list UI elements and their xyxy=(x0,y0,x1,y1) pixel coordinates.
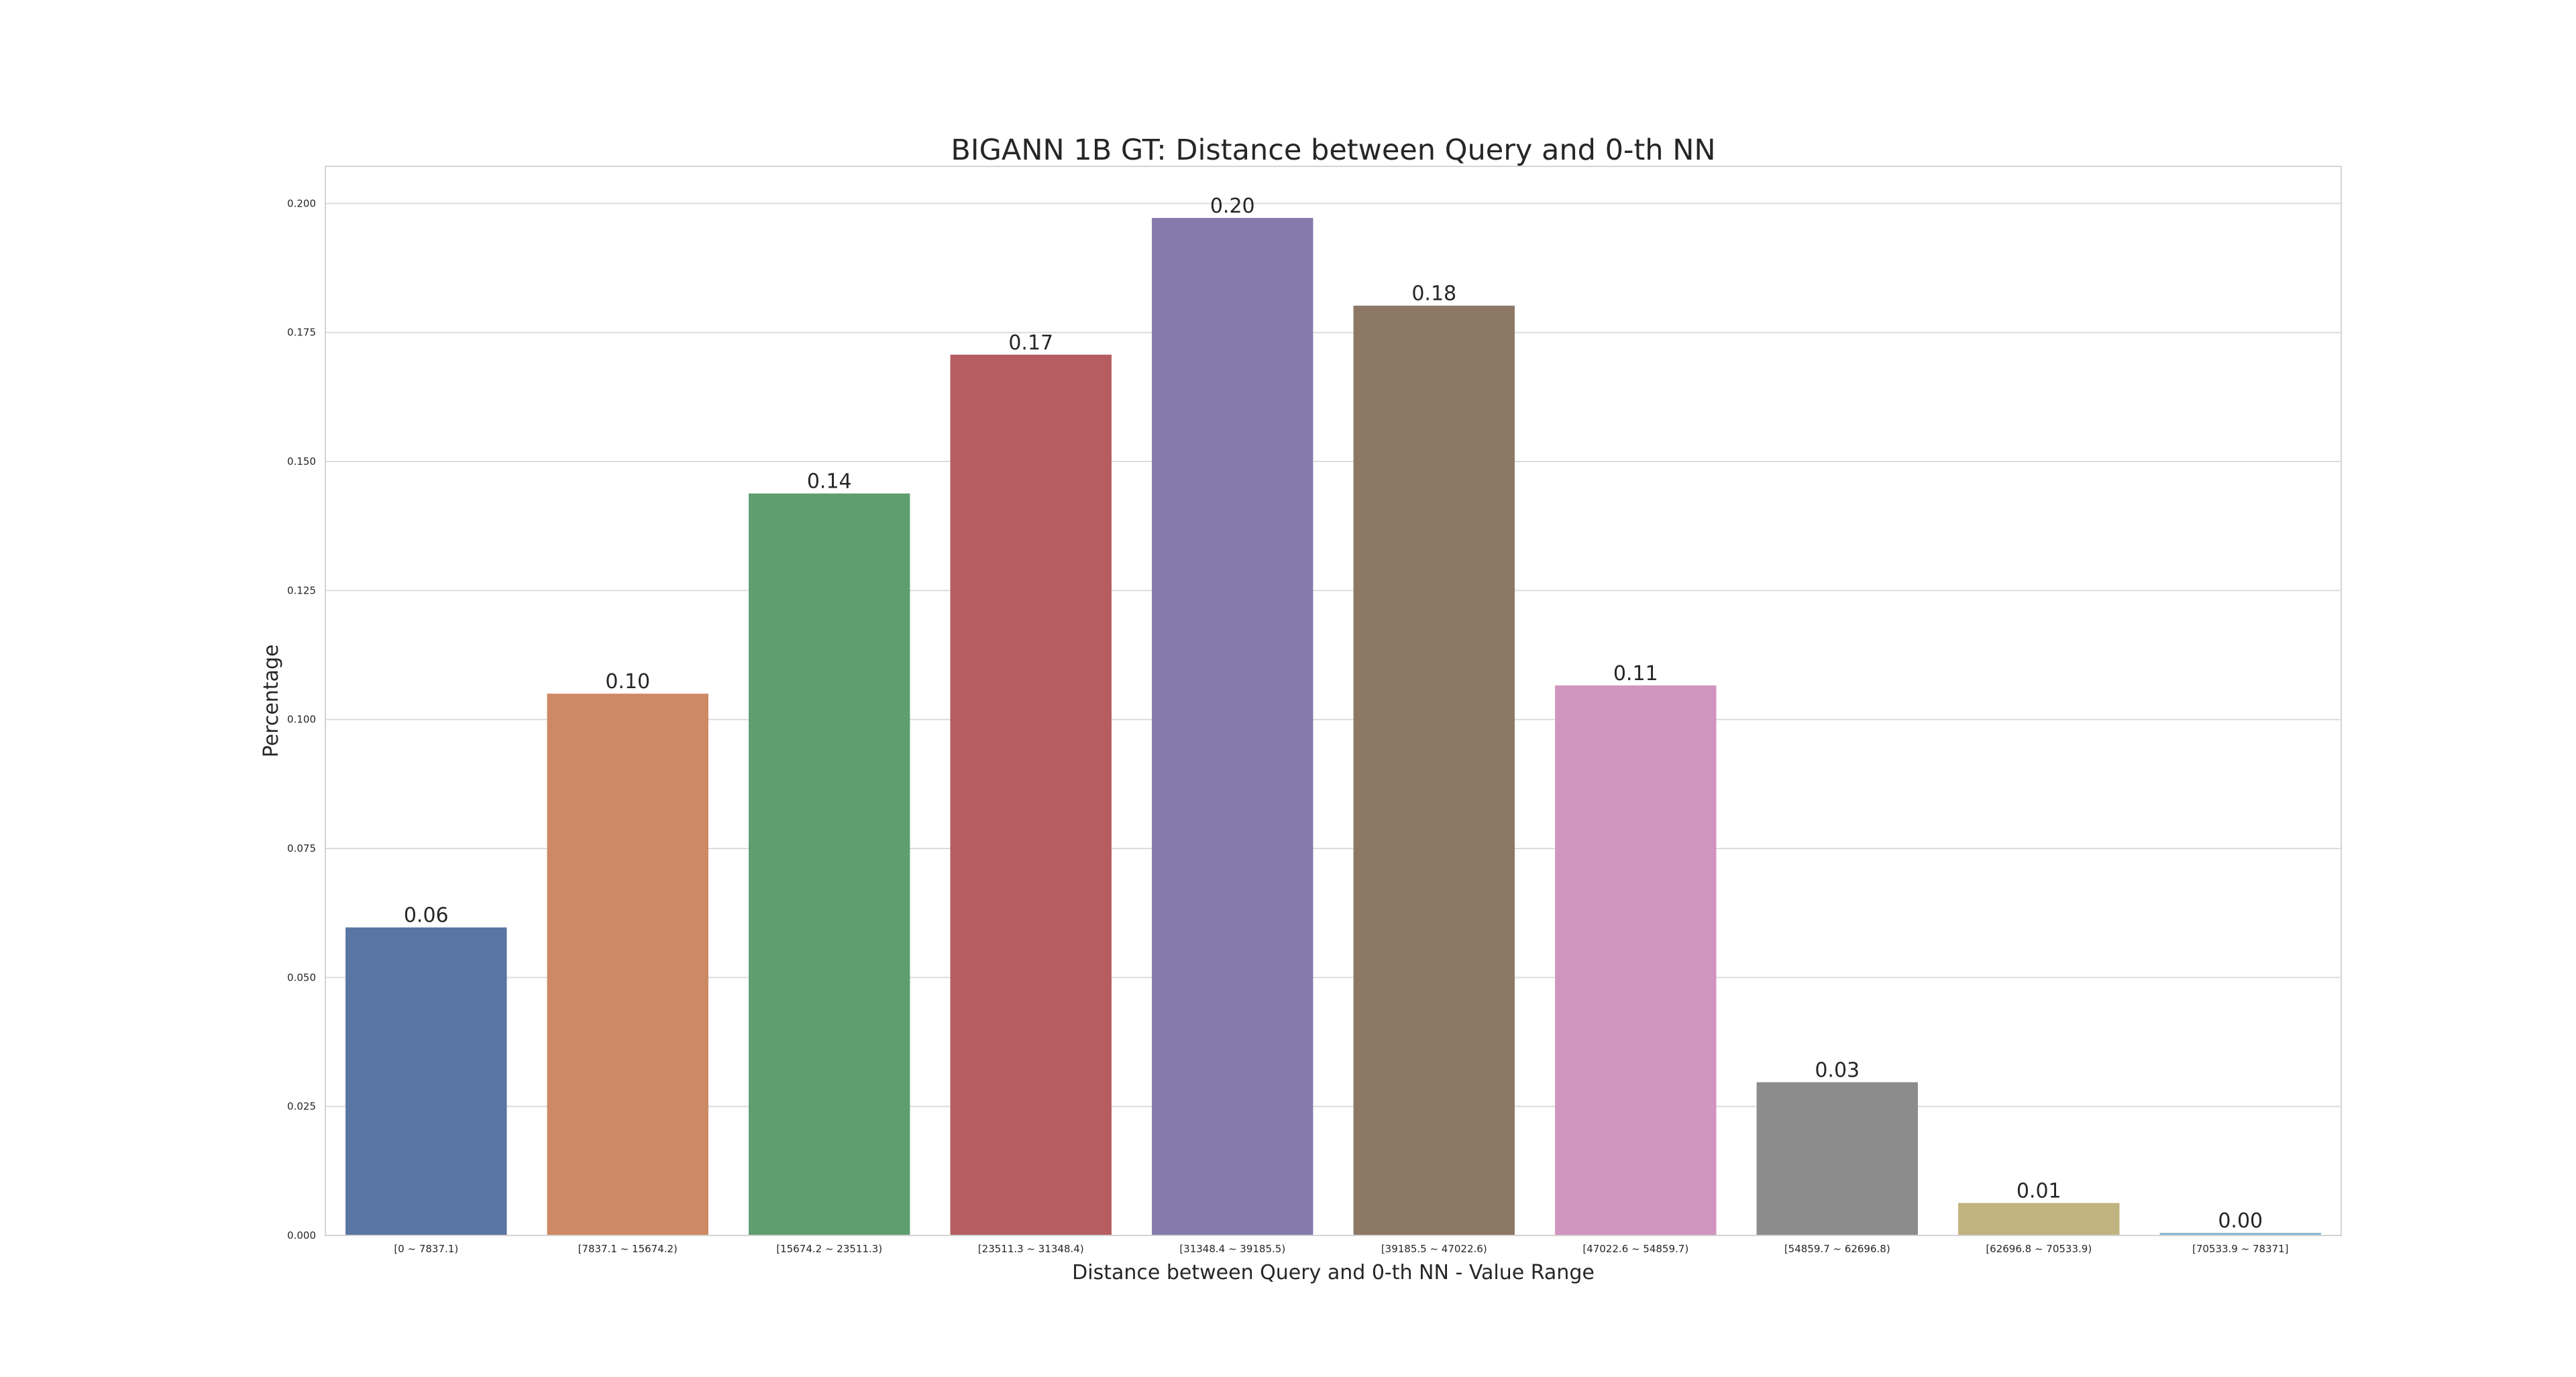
x-tick-label: [47022.6 ~ 54859.7) xyxy=(1582,1243,1688,1255)
bar xyxy=(1555,685,1717,1235)
y-tick-label: 0.150 xyxy=(287,455,316,467)
bar-value-label: 0.20 xyxy=(1210,195,1255,218)
x-tick-labels: [0 ~ 7837.1) [7837.1 ~ 15674.2) [15674.2 ~… xyxy=(394,1243,2288,1255)
y-tick-label: 0.125 xyxy=(287,584,316,596)
bar xyxy=(1152,217,1313,1235)
y-tick-label: 0.200 xyxy=(287,197,316,209)
x-tick-label: [70533.9 ~ 78371] xyxy=(2192,1243,2289,1255)
bar-value-label: 0.06 xyxy=(404,904,449,928)
bar-value-label: 0.00 xyxy=(2218,1209,2263,1233)
bar xyxy=(2159,1233,2321,1235)
x-tick-label: [31348.4 ~ 39185.5) xyxy=(1179,1243,1285,1255)
x-axis-label: Distance between Query and 0-th NN - Val… xyxy=(1072,1261,1595,1284)
value-labels: 0.06 0.10 0.14 0.17 0.20 0.18 0.11 0.03 0.01 0.00 xyxy=(404,195,2263,1233)
bar-value-label: 0.11 xyxy=(1613,662,1658,685)
bars xyxy=(345,217,2321,1235)
x-tick-label: [39185.5 ~ 47022.6) xyxy=(1381,1243,1487,1255)
bar xyxy=(547,694,708,1235)
x-tick-label: [15674.2 ~ 23511.3) xyxy=(776,1243,882,1255)
x-tick-label: [54859.7 ~ 62696.8) xyxy=(1784,1243,1890,1255)
bar xyxy=(1353,305,1515,1235)
y-tick-label: 0.175 xyxy=(287,327,316,339)
bar-value-label: 0.17 xyxy=(1008,331,1053,355)
x-tick-label: [7837.1 ~ 15674.2) xyxy=(578,1243,678,1255)
bar xyxy=(950,354,1112,1235)
bar-value-label: 0.18 xyxy=(1411,282,1456,306)
bar xyxy=(1958,1203,2120,1235)
bar-value-label: 0.01 xyxy=(2017,1180,2061,1203)
y-tick-labels: 0.000 0.025 0.050 0.075 0.100 0.125 0.150 0.175… xyxy=(287,197,316,1242)
bar xyxy=(749,493,910,1235)
bar-value-label: 0.14 xyxy=(807,470,852,494)
plot-frame xyxy=(325,166,2342,1236)
y-tick-label: 0.100 xyxy=(287,714,316,726)
x-tick-label: [0 ~ 7837.1) xyxy=(394,1243,458,1255)
chart-title: BIGANN 1B GT: Distance between Query and… xyxy=(951,133,1715,167)
y-tick-label: 0.000 xyxy=(287,1229,316,1242)
y-tick-label: 0.075 xyxy=(287,842,316,855)
y-axis-label: Percentage xyxy=(260,645,283,758)
y-tick-label: 0.050 xyxy=(287,971,316,983)
y-tick-label: 0.025 xyxy=(287,1101,316,1113)
bar-value-label: 0.03 xyxy=(1815,1059,1860,1083)
bar-value-label: 0.10 xyxy=(605,670,650,694)
bar xyxy=(345,927,507,1235)
x-tick-label: [62696.8 ~ 70533.9) xyxy=(1986,1243,2092,1255)
x-tick-label: [23511.3 ~ 31348.4) xyxy=(978,1243,1084,1255)
bar xyxy=(1756,1082,1918,1235)
